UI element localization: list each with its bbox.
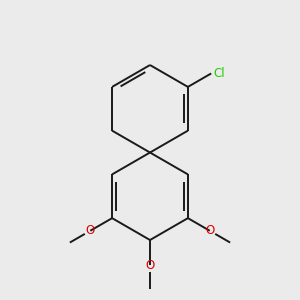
Text: O: O <box>85 224 95 237</box>
Text: O: O <box>205 224 214 237</box>
Text: O: O <box>146 259 154 272</box>
Text: Cl: Cl <box>214 67 225 80</box>
